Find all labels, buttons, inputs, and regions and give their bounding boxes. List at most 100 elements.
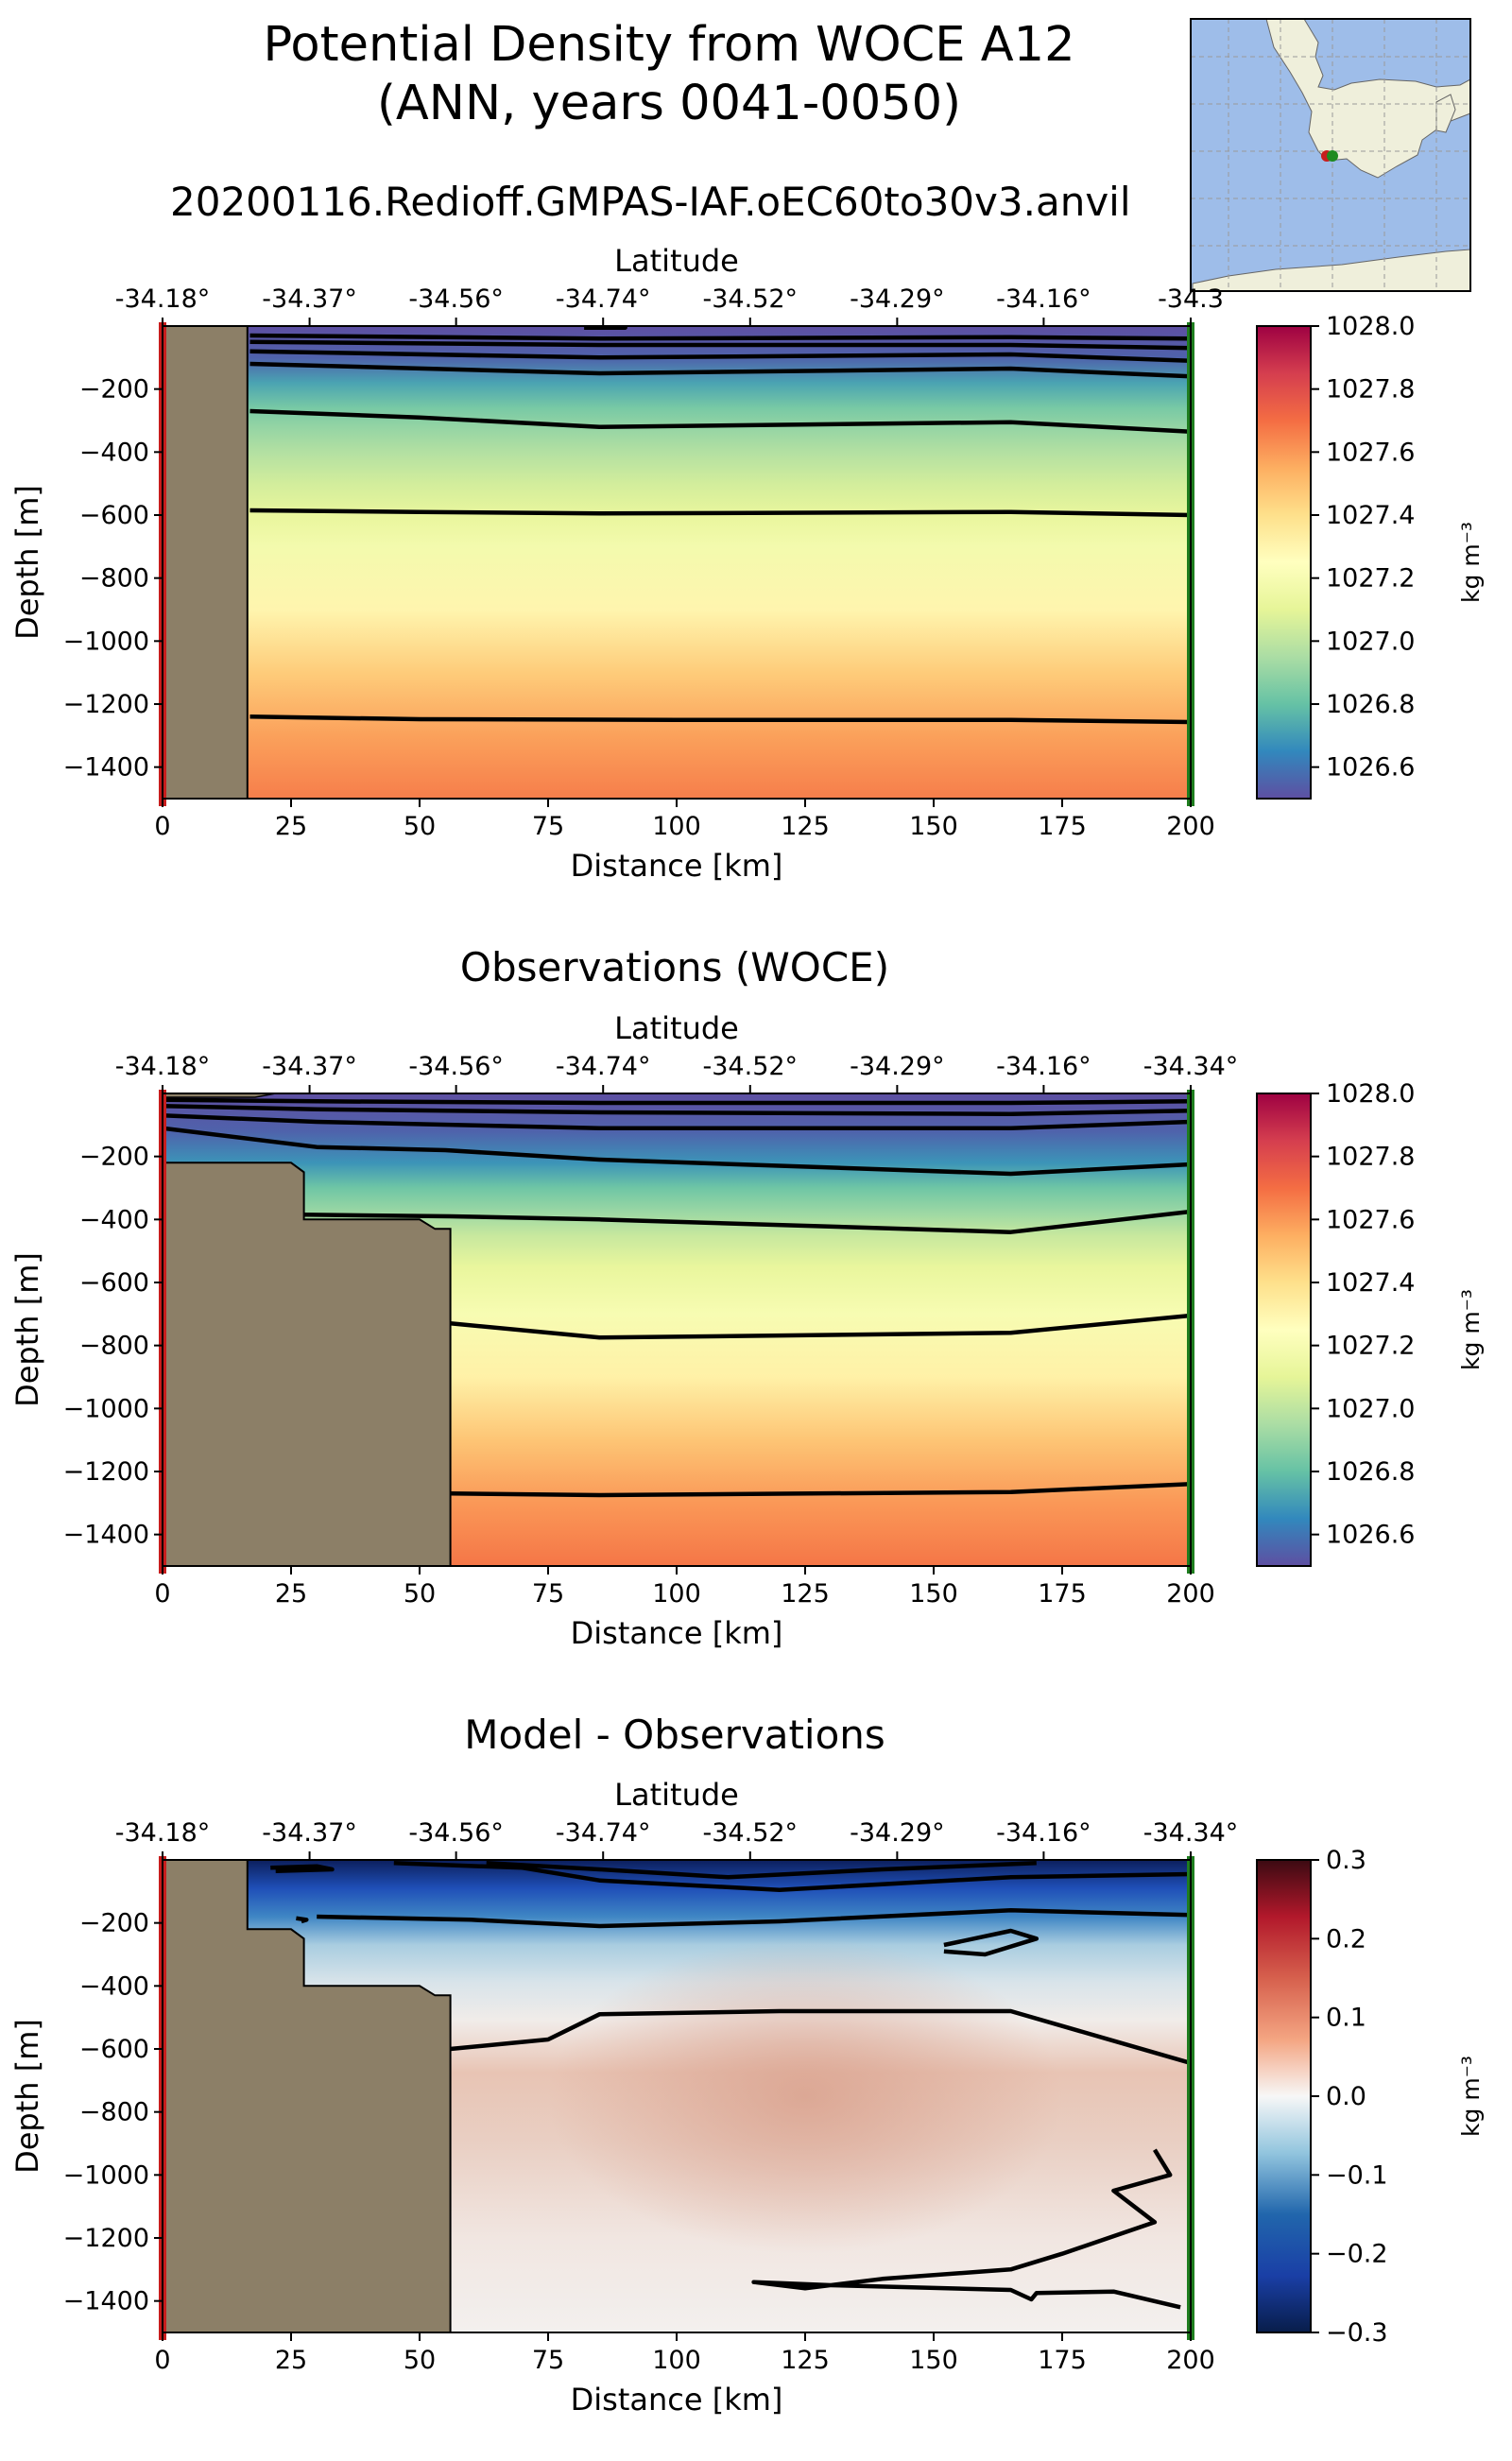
contour-line-0 <box>249 333 1191 341</box>
colorbar-tick-label: 1027.6 <box>1326 1205 1415 1234</box>
map-end-marker <box>1327 150 1338 162</box>
plot-area <box>163 1093 1191 1566</box>
latitude-tick-label: -34.16° <box>996 1052 1091 1081</box>
latitude-tick-label: -34.56° <box>408 1818 504 1848</box>
y-tick-label: −400 <box>79 1205 149 1234</box>
panel-title-difference: Model - Observations <box>464 1712 885 1758</box>
x-tick-label: 200 <box>1166 2346 1215 2375</box>
panel-model: 0 25 50 75 100 125 150 175 200 Distance [km] -34.1… <box>9 243 1485 884</box>
latitude-tick-label: -34.29° <box>850 1818 945 1848</box>
bathymetry-land <box>163 1162 452 1566</box>
colorbar-tick-label: 1026.6 <box>1326 753 1415 783</box>
y-tick-label: −200 <box>79 1909 149 1938</box>
colorbar <box>1256 1093 1312 1567</box>
bathymetry-land <box>163 1860 452 2332</box>
latitude-tick-label: -34.37° <box>262 284 357 314</box>
contour-line-2 <box>163 1113 1191 1130</box>
colorbar-tick-label: 1027.2 <box>1326 1332 1415 1361</box>
y-tick-label: −600 <box>79 501 149 530</box>
top-axis-label: Latitude <box>614 1010 739 1046</box>
colorbar-tick-label: 0.0 <box>1326 2082 1366 2111</box>
plot-area <box>163 326 1191 799</box>
contour-line-1 <box>249 339 1191 351</box>
y-tick-label: −200 <box>79 375 149 404</box>
contour-line-5 <box>450 2008 1191 2066</box>
colorbar-tick-label: 1027.4 <box>1326 1268 1415 1298</box>
x-tick-label: 25 <box>275 2346 307 2375</box>
colorbar-tick-label: 1028.0 <box>1326 312 1415 341</box>
y-axis-label: Depth [m] <box>9 485 45 640</box>
colorbar-label: kg m⁻³ <box>1457 1289 1485 1370</box>
latitude-tick-label: -34.3 <box>1158 284 1224 314</box>
contour-line-3 <box>317 1908 1191 1929</box>
latitude-tick-label: -34.34° <box>1143 1818 1239 1848</box>
y-tick-label: −800 <box>79 1332 149 1361</box>
y-tick-label: −1200 <box>63 2224 149 2253</box>
positive-anomaly-region <box>548 1938 1062 2254</box>
y-tick-label: −1000 <box>63 627 149 656</box>
top-axis-label: Latitude <box>614 243 739 279</box>
contour-line-3 <box>163 1126 1191 1177</box>
colorbar-tick-label: 1027.0 <box>1326 627 1415 656</box>
x-tick-label: 175 <box>1038 812 1087 841</box>
y-tick-label: −1000 <box>63 1394 149 1423</box>
latitude-tick-label: -34.29° <box>850 284 945 314</box>
colorbar-tick-label: 1027.8 <box>1326 375 1415 404</box>
x-tick-label: 150 <box>909 812 958 841</box>
latitude-tick-label: -34.56° <box>408 284 504 314</box>
y-tick-label: −1000 <box>63 2160 149 2190</box>
x-tick-label: 100 <box>652 812 701 841</box>
x-tick-label: 150 <box>909 2346 958 2375</box>
x-tick-label: 200 <box>1166 812 1215 841</box>
contour-line-6 <box>249 714 1191 725</box>
panel-difference: 0 25 50 75 100 125 150 175 200 Distance [km] -34.1… <box>9 1777 1485 2418</box>
colorbar-tick-label: 0.2 <box>1326 1924 1366 1953</box>
x-tick-label: 0 <box>154 2346 170 2375</box>
x-tick-label: 25 <box>275 812 307 841</box>
y-tick-label: −1200 <box>63 690 149 719</box>
x-tick-label: 0 <box>154 812 170 841</box>
density-field <box>163 326 1191 799</box>
panel-observations: 0 25 50 75 100 125 150 175 200 Distance [km] -34.1… <box>9 1010 1485 1651</box>
colorbar-tick-label: 1027.0 <box>1326 1394 1415 1423</box>
contour-line-4 <box>943 1928 1040 1957</box>
latitude-tick-label: -34.74° <box>556 1818 651 1848</box>
y-tick-label: −800 <box>79 564 149 594</box>
latitude-tick-label: -34.16° <box>996 284 1091 314</box>
x-tick-label: 75 <box>532 2346 564 2375</box>
colorbar-tick-label: 1027.6 <box>1326 438 1415 467</box>
bathymetry-land <box>163 326 249 799</box>
colorbar-tick-label: 1027.2 <box>1326 564 1415 594</box>
colorbar-tick-label: 1026.8 <box>1326 690 1415 719</box>
map-frame <box>1190 18 1471 292</box>
map-gridlines <box>1191 19 1470 291</box>
x-tick-label: 25 <box>275 1579 307 1609</box>
colorbar <box>1256 325 1312 800</box>
x-tick-label: 150 <box>909 1579 958 1609</box>
plot-area <box>163 1860 1191 2332</box>
contour-line-4 <box>303 1209 1191 1234</box>
y-tick-label: −1200 <box>63 1457 149 1487</box>
figure-title-line2: (ANN, years 0041-0050) <box>377 76 961 131</box>
latitude-tick-label: -34.52° <box>703 284 799 314</box>
x-tick-label: 50 <box>404 812 436 841</box>
contour-line-6 <box>450 1482 1191 1498</box>
x-tick-label: 125 <box>781 812 830 841</box>
colorbar-tick-label: 1028.0 <box>1326 1079 1415 1109</box>
latitude-tick-label: -34.37° <box>262 1818 357 1848</box>
colorbar-tick-label: 1026.6 <box>1326 1521 1415 1550</box>
colorbar-tick-label: −0.2 <box>1326 2240 1388 2269</box>
x-tick-label: 125 <box>781 1579 830 1609</box>
latitude-tick-label: -34.37° <box>262 1052 357 1081</box>
y-axis-label: Depth [m] <box>9 2019 45 2174</box>
latitude-tick-label: -34.18° <box>115 1052 211 1081</box>
x-tick-label: 100 <box>652 1579 701 1609</box>
latitude-tick-label: -34.34° <box>1143 1052 1239 1081</box>
contour-line-0 <box>270 1864 335 1873</box>
colorbar-tick-label: 1027.4 <box>1326 501 1415 530</box>
latitude-tick-label: -34.52° <box>703 1052 799 1081</box>
y-tick-label: −1400 <box>63 1521 149 1550</box>
latitude-tick-label: -34.18° <box>115 1818 211 1848</box>
colorbar-tick-label: 0.3 <box>1326 1846 1366 1875</box>
